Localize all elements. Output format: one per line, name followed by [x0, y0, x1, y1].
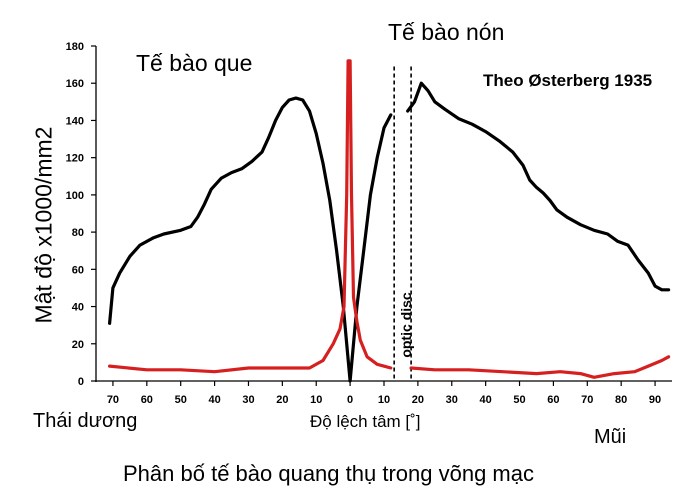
x-tick-label: 30: [242, 394, 254, 406]
x-tick-label: 10: [310, 394, 322, 406]
y-ticks: 0 20 40 60 80 100 120 140 160 180: [66, 41, 96, 388]
optic-disc-band: [393, 66, 412, 381]
y-axis-label: Mật độ x1000/mm2: [30, 126, 57, 324]
temporal-label: Thái dương: [33, 410, 138, 432]
x-tick-label: 20: [276, 394, 288, 406]
chart-caption: Phân bố tế bào quang thụ trong võng mạc: [123, 461, 534, 486]
x-tick-label: 90: [649, 394, 661, 406]
rods-curve: [108, 96, 393, 383]
x-tick-label: 70: [107, 394, 119, 406]
y-tick-label: 40: [72, 302, 84, 314]
optic-disc-label: optic disc: [398, 292, 414, 358]
y-tick-label: 60: [72, 264, 84, 276]
y-tick-label: 180: [66, 41, 84, 53]
x-tick-label: 40: [208, 394, 220, 406]
x-tick-label: 60: [547, 394, 559, 406]
cones-curve: [409, 355, 671, 379]
x-tick-label: 80: [615, 394, 627, 406]
x-tick-label: 60: [141, 394, 153, 406]
nasal-label: Mũi: [594, 426, 627, 448]
x-tick-label: 70: [581, 394, 593, 406]
y-tick-label: 120: [66, 153, 84, 165]
x-tick-label: 50: [513, 394, 525, 406]
source-label: Theo Østerberg 1935: [483, 71, 653, 90]
y-tick-label: 20: [72, 339, 84, 351]
x-tick-label: 0: [347, 394, 353, 406]
cones-curve: [108, 59, 393, 374]
y-tick-label: 140: [66, 115, 84, 127]
chart-axes: [95, 46, 672, 382]
x-tick-label: 30: [446, 394, 458, 406]
x-tick-label: 50: [175, 394, 187, 406]
x-tick-label: 10: [378, 394, 390, 406]
chart-curves: [108, 59, 671, 383]
y-tick-label: 160: [66, 78, 84, 90]
x-tick-label: 20: [412, 394, 424, 406]
y-tick-label: 100: [66, 190, 84, 202]
x-tick-label: 40: [480, 394, 492, 406]
rods-label: Tế bào que: [136, 50, 253, 76]
cones-label: Tế bào nón: [388, 19, 505, 45]
y-tick-label: 80: [72, 227, 84, 239]
x-ticks: 70 60 50 40 30 20 10 0 10 20 30 40 50 60 70 80 90: [107, 381, 661, 406]
x-axis-label: Độ lệch tâm [˚]: [310, 412, 421, 431]
rods-curve: [406, 81, 671, 292]
y-tick-label: 0: [78, 376, 84, 388]
